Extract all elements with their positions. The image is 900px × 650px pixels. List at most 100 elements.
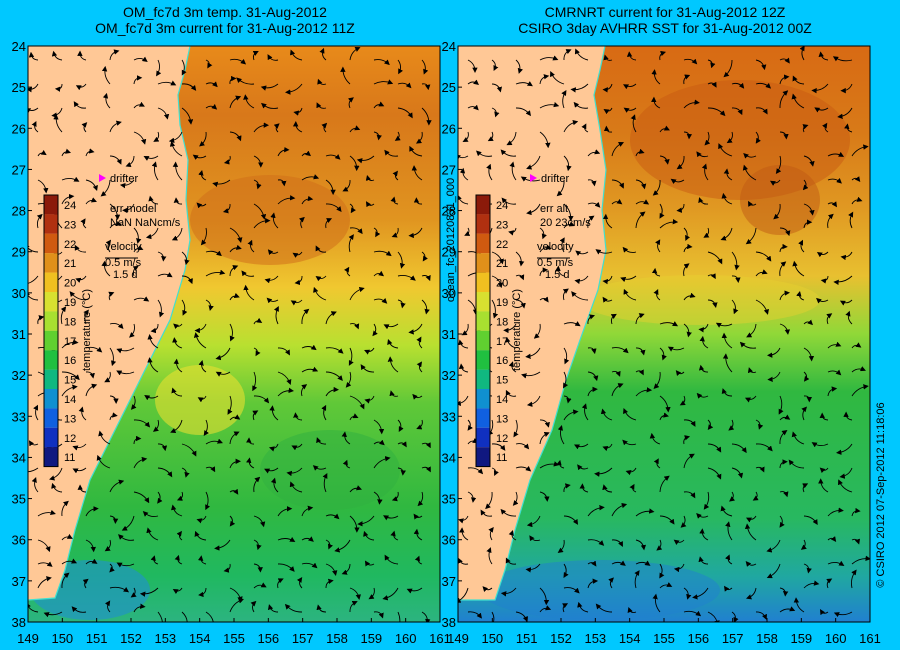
current-arrow (659, 475, 670, 493)
current-arrow (509, 161, 517, 181)
current-arrow (415, 131, 423, 144)
current-arrow (515, 59, 523, 74)
current-arrow (488, 526, 494, 541)
current-arrow (296, 577, 303, 589)
current-arrow (289, 481, 303, 493)
current-arrow (301, 562, 318, 569)
current-arrow (150, 323, 159, 334)
colorbar-frame (475, 194, 491, 468)
current-arrow (508, 227, 517, 236)
current-arrow (779, 131, 789, 140)
current-arrow (563, 221, 575, 229)
current-arrow (827, 213, 834, 229)
current-arrow (844, 123, 853, 133)
current-arrow (500, 149, 517, 157)
current-arrow (731, 467, 744, 479)
current-arrow (602, 443, 613, 452)
lon-tick-label: 159 (360, 631, 382, 646)
lat-tick-label: 34 (12, 450, 26, 465)
current-arrow (723, 59, 733, 78)
current-arrow (745, 561, 757, 567)
current-arrow (342, 179, 351, 192)
current-arrow (108, 291, 115, 301)
current-arrow (411, 165, 423, 181)
current-arrow (98, 430, 111, 445)
current-arrow (587, 314, 596, 325)
current-arrow (563, 563, 569, 578)
current-arrow (373, 250, 392, 257)
current-arrow (766, 347, 781, 358)
current-arrow (779, 261, 787, 277)
current-arrow (563, 321, 581, 327)
current-arrow (357, 515, 375, 527)
current-arrow (85, 506, 99, 517)
current-arrow (707, 273, 716, 280)
current-arrow (623, 107, 637, 113)
current-arrow (157, 299, 165, 318)
current-arrow (459, 527, 469, 541)
current-arrow (109, 220, 122, 229)
current-arrow (391, 227, 399, 238)
current-arrow (515, 443, 530, 450)
current-arrow (229, 265, 239, 277)
current-arrow (416, 419, 423, 430)
current-arrow (635, 199, 650, 205)
current-arrow (611, 198, 623, 205)
current-arrow (277, 179, 287, 187)
current-arrow (490, 611, 496, 622)
current-arrow (595, 249, 613, 255)
current-arrow (803, 580, 820, 589)
current-arrow (595, 603, 613, 613)
current-arrow (417, 491, 424, 507)
current-arrow (421, 59, 429, 75)
lon-tick-label: 156 (257, 631, 279, 646)
current-arrow (344, 266, 351, 277)
current-arrow (508, 361, 517, 373)
current-arrow (491, 299, 499, 319)
current-arrow (503, 323, 517, 334)
lon-tick-label: 154 (619, 631, 641, 646)
current-arrow (836, 443, 853, 455)
current-arrow (133, 419, 151, 428)
current-arrow (325, 386, 339, 397)
current-arrow (194, 323, 207, 334)
current-arrow (341, 563, 351, 575)
current-arrow (325, 218, 333, 229)
right-colorbar: 24 23 22 21 20 19 18 17 16 15 14 13 12 11 temperature … (475, 194, 523, 468)
current-arrow (75, 275, 87, 283)
current-arrow (293, 412, 303, 421)
current-arrow (635, 211, 646, 229)
current-arrow (461, 323, 469, 336)
current-arrow (301, 366, 319, 373)
current-arrow (851, 366, 866, 373)
current-arrow (349, 47, 361, 61)
current-arrow (133, 456, 148, 469)
current-arrow (85, 179, 98, 192)
current-arrow (33, 404, 39, 421)
current-arrow (54, 83, 63, 92)
lon-tick-label: 161 (859, 631, 881, 646)
current-arrow (421, 275, 431, 282)
colorbar-tick-label: 20 (64, 278, 76, 290)
current-arrow (563, 49, 572, 61)
current-arrow (577, 464, 589, 471)
current-arrow (683, 131, 693, 140)
current-arrow (515, 251, 525, 267)
current-arrow (181, 251, 190, 266)
current-arrow (802, 483, 809, 493)
current-arrow (728, 419, 735, 431)
current-arrow (37, 509, 56, 517)
current-arrow (739, 341, 757, 349)
current-arrow (610, 313, 617, 325)
colorbar-tick-label: 21 (64, 258, 76, 270)
current-arrow (325, 347, 344, 354)
current-arrow (491, 251, 504, 265)
current-arrow (253, 395, 270, 404)
current-arrow (181, 467, 190, 478)
current-arrow (267, 249, 279, 256)
current-arrow (635, 179, 647, 190)
current-arrow (769, 179, 781, 186)
current-arrow (539, 491, 550, 502)
current-arrow (229, 131, 242, 142)
current-arrow (525, 347, 541, 359)
